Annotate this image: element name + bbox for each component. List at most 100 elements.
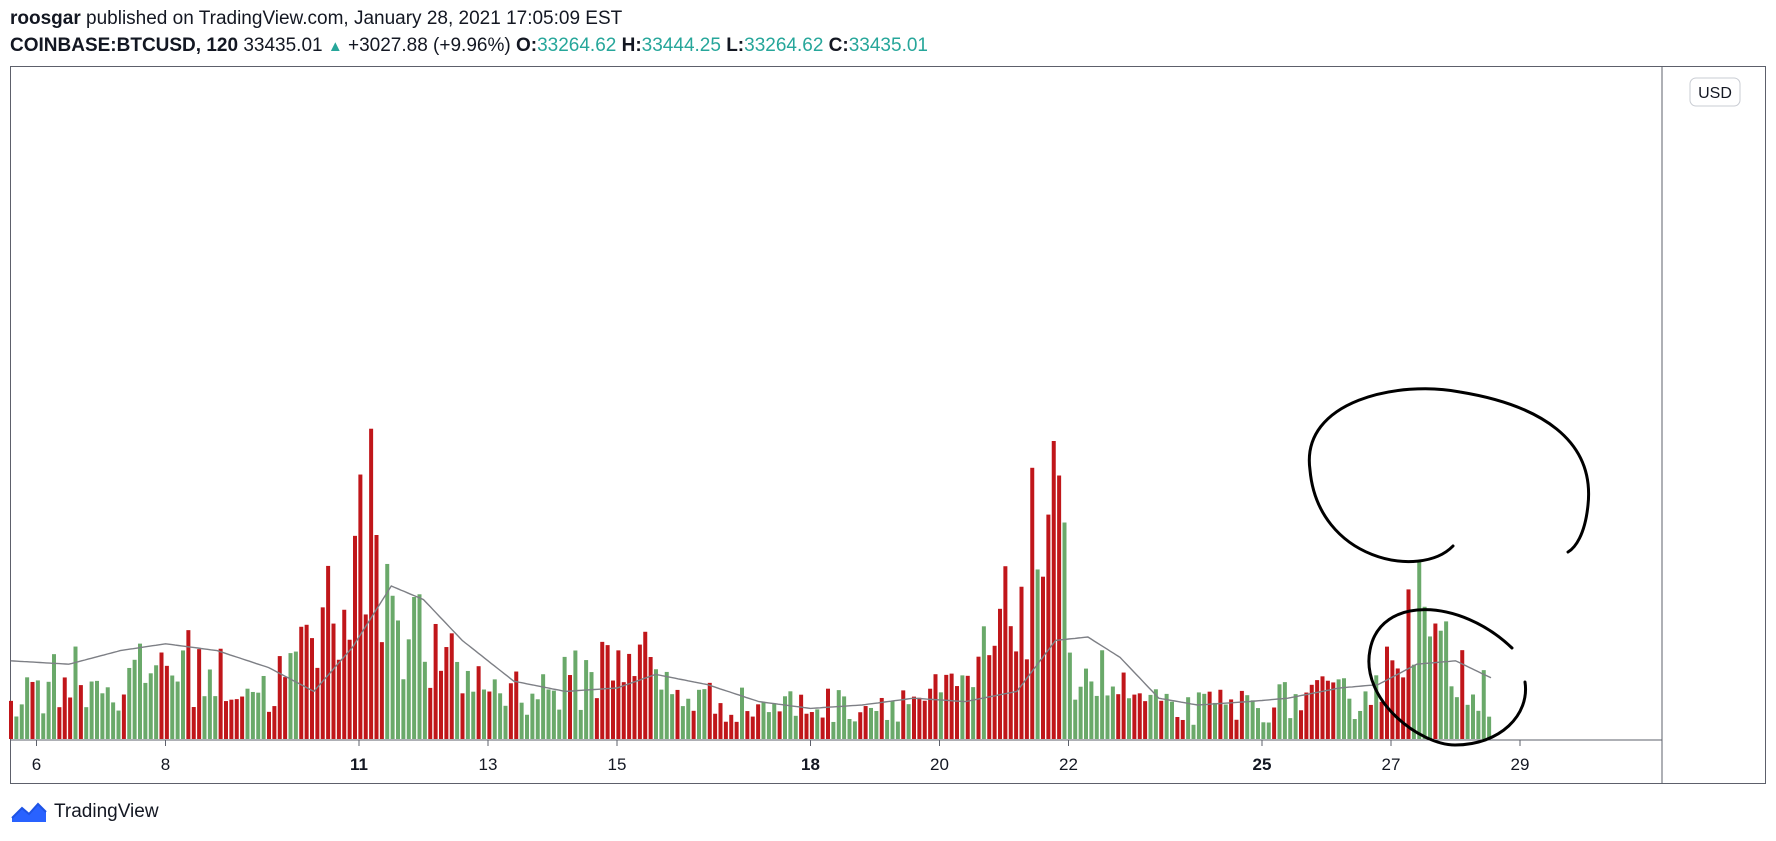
volume-bar: [670, 694, 675, 739]
high-label: H:: [621, 35, 642, 56]
volume-bar: [1368, 704, 1373, 739]
volume-bar: [1153, 689, 1158, 739]
volume-bar: [804, 713, 809, 739]
volume-bar: [584, 660, 589, 739]
volume-bar: [1067, 652, 1072, 739]
volume-bar: [788, 691, 793, 739]
volume-bar: [659, 689, 664, 739]
volume-bar: [1460, 650, 1465, 739]
price-axis: 46000.0042000.0040000.0038000.0036000.00…: [1661, 66, 1741, 784]
volume-bar: [41, 713, 46, 739]
volume-bar: [1331, 682, 1336, 739]
published-text: published on TradingView.com, January 28…: [86, 8, 623, 29]
volume-bar: [9, 700, 13, 739]
up-triangle-icon: ▲: [327, 38, 343, 55]
volume-bar: [1170, 701, 1174, 739]
chart-frame: [10, 66, 1766, 784]
time-tick-label: 8: [161, 755, 170, 774]
volume-bar: [154, 665, 159, 739]
volume-bar: [84, 707, 89, 739]
open-value: 33264.62: [537, 35, 617, 56]
volume-bar: [1374, 675, 1379, 739]
volume-bar: [1094, 695, 1099, 739]
volume-bar: [476, 666, 481, 739]
volume-bar: [820, 717, 825, 739]
volume-bar: [73, 646, 78, 739]
volume-bar: [52, 654, 56, 739]
volume-bar: [487, 691, 492, 739]
time-tick-label: 15: [608, 755, 627, 774]
volume-bar: [417, 594, 422, 739]
volume-bar: [756, 704, 761, 739]
volume-bar: [1309, 684, 1314, 739]
volume-bar: [981, 626, 986, 739]
volume-bar: [1272, 707, 1277, 739]
volume-bar: [826, 688, 830, 739]
volume-bar: [621, 682, 626, 739]
volume-bar: [541, 674, 546, 739]
volume-bar: [530, 693, 535, 739]
volume-bar: [1137, 693, 1142, 739]
volume-bar: [664, 671, 669, 739]
volume-bar: [1454, 697, 1459, 739]
volume-bar: [589, 672, 594, 739]
volume-bar: [143, 682, 148, 739]
volume-bar: [1218, 689, 1223, 739]
volume-bar: [272, 706, 277, 739]
volume-bar: [342, 609, 347, 739]
volume-ma-path: [10, 585, 1492, 710]
volume-bar: [707, 682, 712, 739]
hand-drawn-circle-volume: [1367, 608, 1528, 747]
volume-bar: [1105, 695, 1110, 739]
volume-bar: [181, 650, 185, 739]
volume-bar: [1073, 699, 1078, 739]
volume-bar: [390, 595, 395, 739]
volume-bar: [745, 711, 750, 739]
volume-bar: [1417, 561, 1422, 739]
volume-bar: [460, 693, 465, 739]
hand-drawn-annotations: [1307, 387, 1591, 747]
volume-bar: [326, 565, 331, 739]
volume-bar: [938, 692, 943, 739]
volume-bar: [654, 669, 658, 739]
volume-bar: [250, 691, 255, 739]
volume-bar: [1422, 606, 1427, 739]
volume-bar: [809, 712, 814, 739]
close-value: 33435.01: [848, 35, 928, 56]
volume-bar: [551, 690, 556, 739]
symbol-label: COINBASE:BTCUSD, 120: [10, 35, 239, 56]
volume-bar: [1110, 686, 1115, 739]
volume-bar: [1186, 697, 1191, 739]
volume-bar: [1406, 589, 1411, 739]
volume-bar: [1175, 717, 1180, 739]
volume-bar: [546, 689, 551, 739]
volume-bar: [379, 642, 384, 739]
volume-bar: [906, 704, 911, 739]
volume-bar: [637, 644, 642, 739]
tradingview-branding[interactable]: TradingView: [10, 800, 159, 824]
volume-bar: [288, 653, 293, 739]
volume-bar: [1127, 698, 1131, 739]
volume-bar: [100, 693, 105, 739]
time-tick-label: 29: [1511, 755, 1530, 774]
volume-bar: [1003, 566, 1008, 739]
volume-bar: [57, 707, 62, 739]
volume-bar: [573, 650, 578, 739]
volume-bar: [955, 686, 959, 739]
volume-bar: [842, 696, 847, 739]
volume-bar: [455, 661, 460, 739]
volume-bar: [78, 685, 83, 739]
volume-bar: [164, 665, 169, 739]
volume-bar: [514, 671, 519, 739]
time-tick-label: 6: [32, 755, 41, 774]
volume-bar: [992, 645, 997, 739]
volume-bar: [197, 649, 202, 739]
volume-bar: [503, 705, 508, 739]
volume-bar: [976, 656, 981, 739]
volume-bar: [1245, 695, 1250, 739]
volume-bar: [1207, 691, 1212, 739]
volume-bar: [1148, 694, 1153, 739]
volume-bar: [1449, 686, 1454, 739]
author-name[interactable]: roosgar: [10, 8, 81, 29]
